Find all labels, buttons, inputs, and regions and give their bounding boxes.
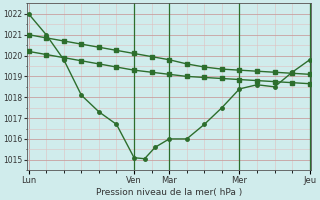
X-axis label: Pression niveau de la mer( hPa ): Pression niveau de la mer( hPa ) — [96, 188, 242, 197]
